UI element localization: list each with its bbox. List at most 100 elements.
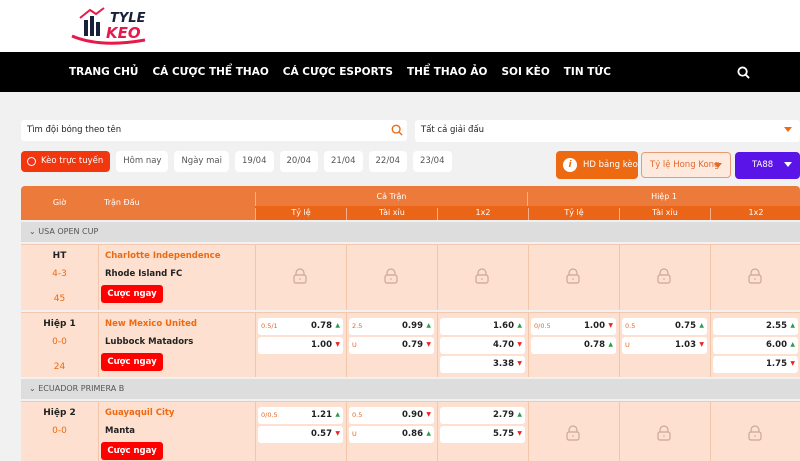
date-tab[interactable]: 20/04 (279, 151, 318, 172)
away-team[interactable]: Rhode Island FC (105, 269, 183, 279)
lock-icon (748, 425, 762, 441)
date-tab[interactable]: 23/04 (413, 151, 452, 172)
odds-button[interactable]: 2.55 ▲ (713, 318, 798, 335)
odds-value: 1.03 (675, 340, 696, 350)
arrow-up-icon: ▲ (426, 430, 431, 437)
team-search-input[interactable]: Tìm đội bóng theo tên (21, 120, 407, 141)
odds-value: 3.38 (493, 359, 514, 369)
cell-divider (255, 402, 256, 461)
nav-item[interactable]: TRANG CHỦ (69, 66, 139, 78)
home-team[interactable]: New Mexico United (105, 319, 197, 329)
bookmaker-label: TA88 (752, 160, 774, 170)
match-score: 0-0 (52, 337, 67, 347)
odds-button[interactable]: U 1.03 ▼ (622, 337, 707, 354)
cell-divider (98, 245, 99, 310)
caret-down-icon (784, 127, 792, 132)
table-header: Giờ Trận Đấu Cả Trận Hiệp 1 Tỷ lệ Tài xỉu… (21, 186, 800, 220)
home-team[interactable]: Charlotte Independence (105, 251, 221, 261)
arrow-down-icon: ▼ (335, 430, 340, 437)
odds-button[interactable]: 4.70 ▼ (440, 337, 525, 354)
lock-icon (748, 268, 762, 284)
odds-value: 2.79 (493, 410, 514, 420)
arrow-down-icon: ▼ (790, 360, 795, 367)
subheader: 1x2 (437, 208, 528, 220)
odds-button[interactable]: 0/0.5 1.00 ▼ (531, 318, 616, 335)
arrow-down-icon: ▼ (335, 341, 340, 348)
cell-divider (710, 245, 711, 310)
lock-icon (475, 268, 489, 284)
match-row: Hiệp 1 0-0 24 New Mexico United Lubbock Mata… (21, 312, 800, 377)
search-icon[interactable] (391, 124, 403, 136)
arrow-up-icon: ▲ (608, 341, 613, 348)
away-team[interactable]: Lubbock Matadors (105, 337, 194, 347)
nav-item[interactable]: THỂ THAO ẢO (406, 66, 488, 78)
cell-divider (98, 402, 99, 461)
odds-value: 5.75 (493, 429, 514, 439)
subheader: Tài xỉu (346, 208, 437, 220)
odds-button[interactable]: 0.5 0.90 ▼ (349, 407, 434, 424)
cell-divider (710, 313, 711, 377)
header-match: Trận Đấu (104, 198, 140, 207)
odds-button[interactable]: 0.57 ▼ (258, 426, 343, 443)
live-odds-tab[interactable]: Kèo trực tuyến (21, 151, 111, 172)
odds-value: 1.60 (493, 321, 514, 331)
odds-button[interactable]: 5.75 ▼ (440, 426, 525, 443)
arrow-down-icon: ▼ (517, 430, 522, 437)
league-row[interactable]: ⌄ ECUADOR PRIMERA B (21, 379, 800, 399)
date-tab[interactable]: Hôm nay (116, 151, 169, 172)
odds-button[interactable]: 0/0.5 1.21 ▲ (258, 407, 343, 424)
match-score: 4-3 (52, 269, 67, 279)
subheader: 1x2 (710, 208, 800, 220)
odds-value: 0.57 (311, 429, 332, 439)
nav-item[interactable]: CÁ CƯỢC ESPORTS (282, 66, 393, 78)
match-status: Hiệp 2 (43, 408, 76, 418)
bet-now-button[interactable]: Cược ngay (101, 285, 163, 303)
league-row[interactable]: ⌄ USA OPEN CUP (21, 222, 800, 242)
nav-item[interactable]: CÁ CƯỢC THỂ THAO (152, 66, 269, 78)
date-tab[interactable]: 21/04 (324, 151, 363, 172)
cell-divider (528, 313, 529, 377)
odds-button[interactable]: 2.79 ▲ (440, 407, 525, 424)
league-select[interactable]: Tất cả giải đấu (415, 120, 800, 142)
bookmaker-select[interactable]: TA88 (735, 152, 800, 179)
odds-button[interactable]: 1.75 ▼ (713, 356, 798, 373)
odds-button[interactable]: 6.00 ▲ (713, 337, 798, 354)
match-status: Hiệp 1 (43, 319, 76, 329)
handicap: 0/0.5 (261, 411, 278, 419)
nav-item[interactable]: SOI KÈO (501, 66, 550, 78)
cell-divider (437, 245, 438, 310)
arrow-down-icon: ▼ (517, 360, 522, 367)
odds-type-select[interactable]: Tỷ lệ Hong Kong (641, 152, 731, 178)
home-team[interactable]: Guayaquil City (105, 408, 175, 418)
search-icon[interactable] (737, 66, 750, 79)
odds-button[interactable]: 0.5 0.75 ▲ (622, 318, 707, 335)
odds-value: 1.75 (766, 359, 787, 369)
odds-button[interactable]: 0.78 ▲ (531, 337, 616, 354)
bet-now-button[interactable]: Cược ngay (101, 442, 163, 460)
handicap: U (352, 341, 357, 349)
cell-divider (619, 313, 620, 377)
nav-item[interactable]: TIN TỨC (563, 66, 611, 78)
odds-button[interactable]: 1.00 ▼ (258, 337, 343, 354)
main-nav: TRANG CHỦ CÁ CƯỢC THỂ THAO CÁ CƯỢC ESPORTS… (0, 52, 800, 92)
tylekeo-logo[interactable]: TYLE KEO (70, 4, 170, 46)
odds-button[interactable]: 1.60 ▲ (440, 318, 525, 335)
odds-value: 0.90 (402, 410, 423, 420)
lock-icon (293, 268, 307, 284)
odds-button[interactable]: U 0.86 ▲ (349, 426, 434, 443)
cell-divider (528, 245, 529, 310)
header-time: Giờ (52, 198, 67, 207)
date-tab[interactable]: 22/04 (368, 151, 407, 172)
odds-button[interactable]: 3.38 ▼ (440, 356, 525, 373)
arrow-up-icon: ▲ (517, 322, 522, 329)
odds-guide-button[interactable]: i HD bảng kèo (556, 151, 638, 179)
bet-now-button[interactable]: Cược ngay (101, 353, 163, 371)
date-tab[interactable]: Ngày mai (174, 151, 229, 172)
date-tab[interactable]: 19/04 (235, 151, 274, 172)
odds-button[interactable]: 0.5/1 0.78 ▲ (258, 318, 343, 335)
lock-icon (657, 425, 671, 441)
odds-button[interactable]: U 0.79 ▼ (349, 337, 434, 354)
guide-label: HD bảng kèo (583, 160, 638, 170)
odds-button[interactable]: 2.5 0.99 ▲ (349, 318, 434, 335)
away-team[interactable]: Manta (105, 426, 136, 436)
